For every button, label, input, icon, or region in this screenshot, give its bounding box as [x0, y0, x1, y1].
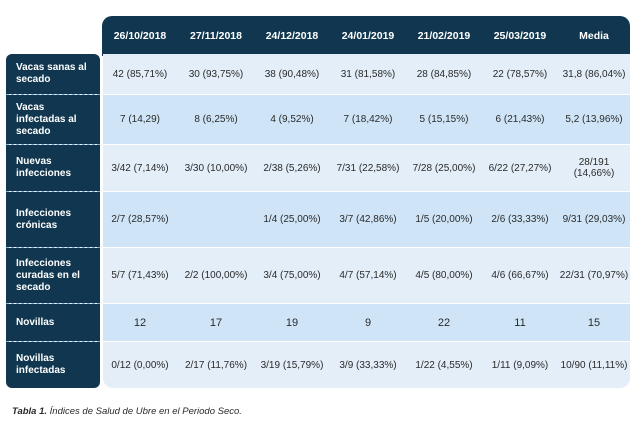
header-date-1: 26/10/2018: [113, 30, 167, 42]
header-mean: Media: [579, 30, 609, 42]
table-cell: 4/6 (66,67%): [491, 270, 549, 281]
header-date-4: 24/01/2019: [341, 30, 395, 42]
caption-text: Índices de Salud de Ubre en el Periodo S…: [47, 406, 242, 417]
table-cell: 15: [587, 316, 601, 329]
caption-label: Tabla 1.: [12, 406, 48, 417]
table-row-infecciones-curadas: Infecciones curadas en el secado 5/7 (71,4…: [6, 248, 630, 303]
table-cell: 6/22 (27,27%): [488, 162, 552, 174]
table-cell: 0/12 (0,00%): [111, 359, 169, 371]
row-label: Novillas: [6, 304, 100, 341]
table-cell: 1/22 (4,55%): [415, 359, 473, 371]
table-cell: 3/7 (42,86%): [339, 214, 397, 225]
table-cell: 9/31 (29,03%): [562, 214, 626, 225]
table-cell: 5/7 (71,43%): [111, 270, 169, 281]
table-cell: 3/42 (7,14%): [111, 162, 169, 174]
row-label: Vacas sanas al secado: [6, 54, 100, 94]
table-cell: 2/38 (5,26%): [263, 162, 321, 174]
table-cell: 19: [285, 316, 299, 329]
table-cell: 5 (15,15%): [419, 114, 469, 125]
header-date-2: 27/11/2018: [190, 30, 242, 42]
table-cell: 28 (84,85%): [416, 68, 472, 80]
table-cell: 7 (14,29): [119, 114, 161, 125]
table-row-novillas: Novillas 12 17 19 9 22 11 15: [6, 304, 630, 341]
table-cell: 4/7 (57,14%): [339, 270, 397, 281]
table-cell: 2/2 (100,00%): [184, 270, 248, 281]
table-row-infecciones-cronicas: Infecciones crónicas 2/7 (28,57%) 1/4 (25…: [6, 192, 630, 247]
table-cell: 22: [437, 316, 451, 329]
table-cell: 22/31 (70,97%): [559, 270, 629, 281]
table-cell: 11: [514, 316, 526, 329]
table-cell: 9: [364, 316, 372, 329]
table-cell: 30 (93,75%): [188, 68, 244, 80]
row-label: Vacas infectadas al secado: [6, 95, 100, 144]
table-cell: 31 (81,58%): [340, 68, 396, 80]
table-cell: 22 (78,57%): [492, 68, 548, 80]
table-cell: 10/90 (11,11%): [560, 359, 628, 371]
table-cell: 12: [133, 316, 147, 329]
header-date-3: 24/12/2018: [265, 30, 319, 42]
table-cell: 4/5 (80,00%): [415, 270, 473, 281]
table-cell: 2/17 (11,76%): [184, 359, 248, 371]
table-cell: 2/6 (33,33%): [491, 214, 549, 225]
table-cell: 7 (18,42%): [343, 114, 393, 125]
table-cell: 5,2 (13,96%): [565, 114, 623, 125]
table-row-nuevas-infecciones: Nuevas infecciones 3/42 (7,14%) 3/30 (10,…: [6, 145, 630, 191]
row-label: Infecciones crónicas: [6, 192, 100, 247]
table-cell: 3/30 (10,00%): [184, 162, 248, 174]
table-row-vacas-sanas: Vacas sanas al secado 42 (85,71%) 30 (93,…: [6, 54, 630, 94]
table-header: 26/10/2018 27/11/2018 24/12/2018 24/01/2…: [102, 16, 630, 56]
table-cell: 1/5 (20,00%): [415, 214, 473, 225]
table-row-vacas-infectadas: Vacas infectadas al secado 7 (14,29) 8 (6,…: [6, 95, 630, 144]
table-cell: 2/7 (28,57%): [111, 214, 169, 225]
table-cell: 6 (21,43%): [495, 114, 545, 125]
table-cell: 4 (9,52%): [270, 114, 314, 125]
row-label: Novillas infectadas: [6, 342, 100, 388]
table-cell: 17: [209, 316, 223, 329]
table-cell: 1/4 (25,00%): [263, 214, 321, 225]
table-cell: 7/28 (25,00%): [412, 162, 476, 174]
table-cell: 3/19 (15,79%): [260, 359, 324, 371]
table-cell: 3/9 (33,33%): [339, 359, 397, 371]
row-label: Nuevas infecciones: [6, 145, 100, 191]
table-cell: 1/11 (9,09%): [491, 359, 549, 371]
table-cell: 42 (85,71%): [112, 68, 168, 80]
table-cell: 28/191 (14,66%): [573, 157, 615, 179]
row-label: Infecciones curadas en el secado: [6, 248, 100, 303]
header-date-5: 21/02/2019: [417, 30, 471, 42]
table-cell: 31,8 (86,04%): [562, 68, 626, 80]
header-date-6: 25/03/2019: [493, 30, 547, 42]
table-cell: 38 (90,48%): [264, 68, 320, 80]
table-cell: 3/4 (75,00%): [263, 270, 321, 281]
table-caption: Tabla 1. Índices de Salud de Ubre en el …: [12, 406, 242, 417]
table-row-novillas-infectadas: Novillas infectadas 0/12 (0,00%) 2/17 (11…: [6, 342, 630, 388]
table-cell: 8 (6,25%): [194, 114, 238, 125]
table-cell: 7/31 (22,58%): [336, 162, 400, 174]
